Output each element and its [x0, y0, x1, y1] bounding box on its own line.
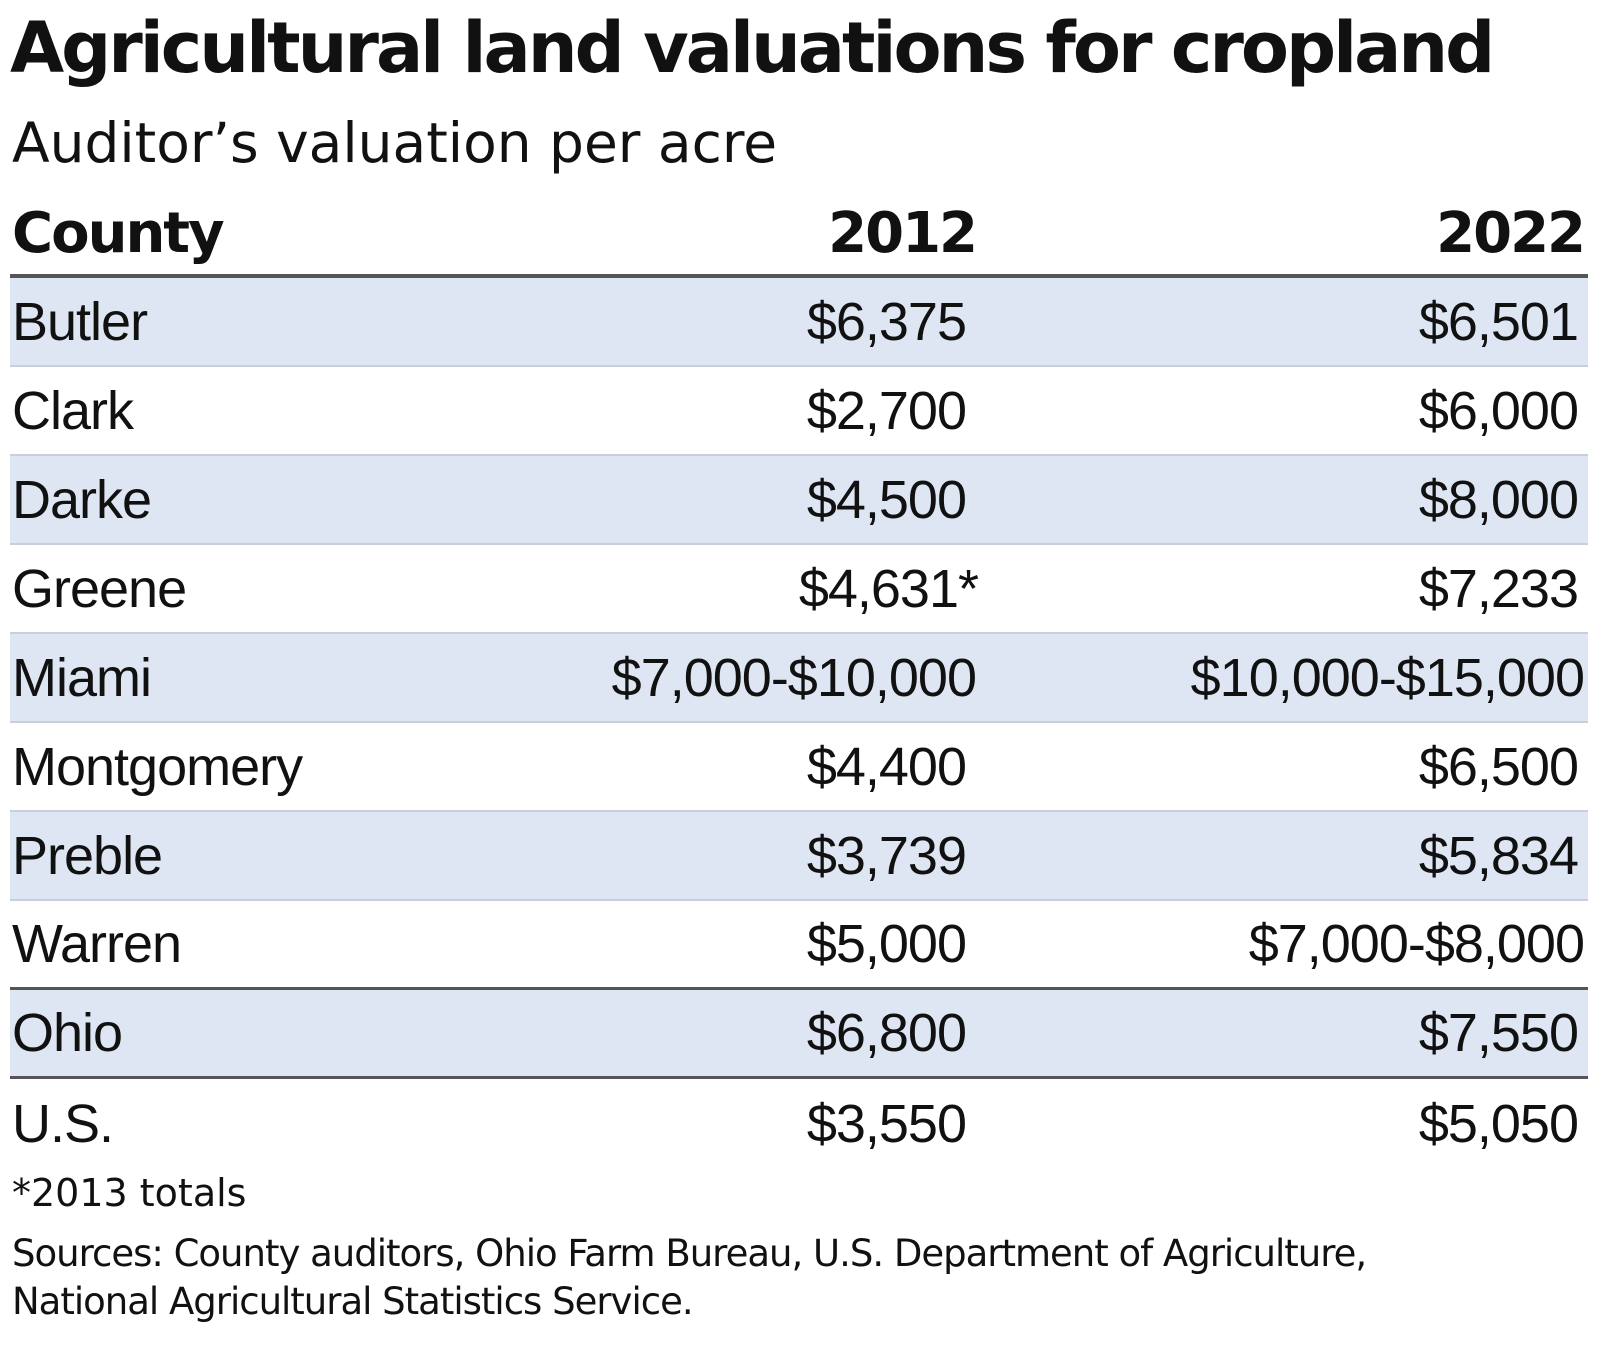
value-2012: $7,000-$10,000 [611, 647, 977, 708]
county-name: Miami [12, 647, 152, 708]
value-2022: $6,500 [1418, 736, 1579, 797]
sources-line: Sources: County auditors, Ohio Farm Bure… [12, 1232, 1367, 1275]
value-2012: $4,400 [806, 736, 967, 797]
table-row: Darke $4,500 $8,000 [10, 456, 1588, 545]
county-name: Warren [12, 914, 182, 974]
column-header-2012: 2012 [828, 200, 978, 266]
table-header-row: County 2012 2022 [10, 192, 1588, 278]
table-row: Butler $6,375 $6,501 [10, 278, 1588, 367]
value-2012: $2,700 [806, 380, 967, 441]
chart-subtitle: Auditor’s valuation per acre [12, 111, 778, 175]
valuation-table: County 2012 2022 Butler $6,375 $6,501 Cl… [10, 192, 1588, 1168]
table-row: Greene $4,631* $7,233 [10, 545, 1588, 634]
table-row: Ohio $6,800 $7,550 [10, 990, 1588, 1079]
value-2012: $3,550 [806, 1093, 967, 1154]
column-header-county: County [12, 200, 225, 266]
value-2022: $5,050 [1418, 1093, 1579, 1154]
value-2022: $5,834 [1418, 825, 1579, 886]
value-2012: $4,500 [806, 469, 967, 530]
value-2022: $8,000 [1418, 469, 1579, 530]
value-2012: $3,739 [806, 825, 967, 886]
county-name: Montgomery [12, 736, 303, 797]
value-2012: $5,000 [806, 914, 967, 974]
table-row: Preble $3,739 $5,834 [10, 812, 1588, 901]
value-2022: $10,000-$15,000 [1190, 647, 1585, 708]
county-name: Clark [12, 380, 134, 441]
sources-line: National Agricultural Statistics Service… [12, 1280, 694, 1323]
table-row: Miami $7,000-$10,000 $10,000-$15,000 [10, 634, 1588, 723]
value-2012: $4,631* [798, 558, 979, 619]
table-row: Clark $2,700 $6,000 [10, 367, 1588, 456]
county-name: U.S. [12, 1093, 114, 1154]
sources-note: Sources: County auditors, Ohio Farm Bure… [12, 1230, 1572, 1326]
value-2012: $6,375 [806, 291, 967, 352]
value-2022: $7,233 [1418, 558, 1579, 619]
county-name: Butler [12, 291, 148, 352]
table-row: Warren $5,000 $7,000-$8,000 [10, 901, 1588, 990]
value-2022: $7,550 [1418, 1003, 1579, 1063]
value-2012: $6,800 [806, 1003, 967, 1063]
value-2022: $7,000-$8,000 [1248, 914, 1585, 974]
county-name: Greene [12, 558, 187, 619]
table-row: U.S. $3,550 $5,050 [10, 1079, 1588, 1168]
value-2022: $6,000 [1418, 380, 1579, 441]
column-header-2022: 2022 [1436, 200, 1586, 266]
county-name: Ohio [12, 1003, 123, 1063]
footnote: *2013 totals [12, 1171, 247, 1215]
value-2022: $6,501 [1418, 291, 1579, 352]
county-name: Preble [12, 825, 163, 886]
chart-title: Agricultural land valuations for croplan… [10, 7, 1495, 89]
county-name: Darke [12, 469, 152, 530]
table-row: Montgomery $4,400 $6,500 [10, 723, 1588, 812]
